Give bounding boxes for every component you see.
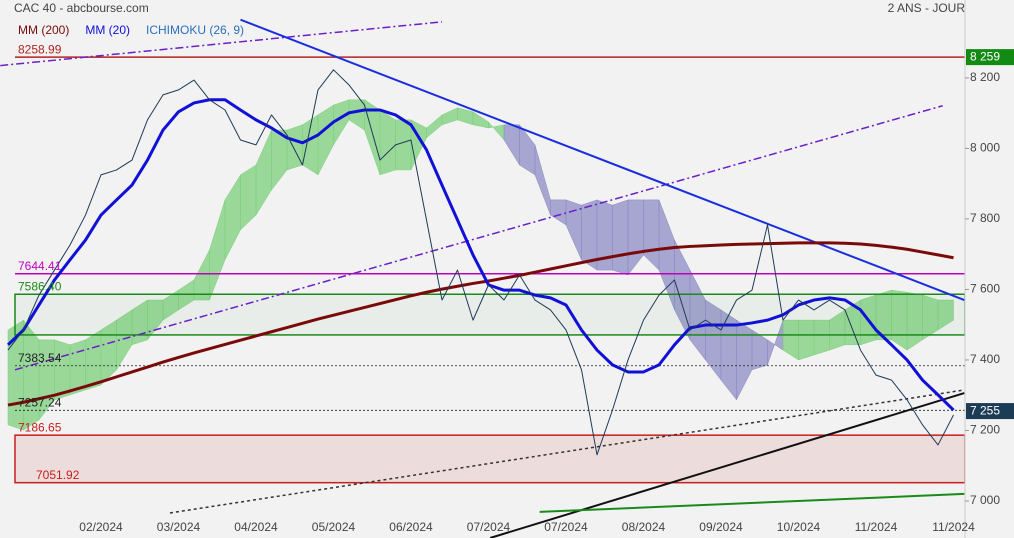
level-label: 7051.92 [36, 468, 80, 482]
y-tick-label: 7 800 [970, 211, 1000, 225]
level-label: 7186.65 [18, 420, 62, 434]
x-tick-label: 05/2024 [312, 520, 356, 534]
x-tick-label: 10/2024 [777, 520, 821, 534]
trendline [489, 392, 965, 538]
price-line [7, 69, 954, 456]
price-badge [966, 49, 1014, 66]
ichimoku-cloud [85, 329, 102, 391]
ichimoku-cloud [612, 199, 629, 276]
price-badge [966, 403, 1014, 420]
moving-average [6, 98, 955, 412]
price-badge-label: 8 259 [970, 49, 1000, 63]
x-tick-label: 07/2024 [467, 520, 511, 534]
trendline [240, 18, 965, 301]
chart-title: CAC 40 - abcbourse.com [14, 1, 149, 15]
x-tick-label: 03/2024 [157, 520, 201, 534]
y-tick-label: 7 600 [970, 282, 1000, 296]
y-tick-label: 8 000 [970, 141, 1000, 155]
ichimoku-cloud [395, 119, 412, 171]
level-label: 7257.24 [18, 395, 62, 409]
level-label: 7586.40 [18, 279, 62, 293]
x-tick-label: 04/2024 [234, 520, 278, 534]
ichimoku-cloud [379, 109, 396, 176]
trendline [0, 21, 443, 67]
x-tick-label: 11/2024 [855, 520, 898, 534]
y-tick-label: 8 200 [970, 70, 1000, 84]
x-tick-label: 06/2024 [389, 520, 433, 534]
ichimoku-cloud [286, 124, 303, 171]
y-tick-label: 7 000 [970, 493, 1000, 507]
x-tick-label: 08/2024 [622, 520, 666, 534]
plot-area [0, 18, 965, 538]
level-label: 7644.41 [18, 259, 62, 273]
ichimoku-cloud [302, 114, 319, 176]
y-tick-label: 7 200 [970, 423, 1000, 437]
ichimoku-cloud [23, 319, 40, 431]
moving-average [7, 241, 954, 407]
trendline [169, 389, 965, 514]
legend-entry: ICHIMOKU (26, 9) [146, 23, 244, 37]
ichimoku-cloud [937, 299, 954, 331]
level-label: 7383.54 [18, 351, 62, 365]
zone [14, 434, 965, 484]
x-tick-label: 11/2024 [932, 520, 975, 534]
trendline [14, 105, 943, 371]
level-label: 8258.99 [18, 42, 62, 56]
x-tick-label: 07/2024 [544, 520, 588, 534]
legend-entry: MM (200) [18, 23, 69, 37]
x-tick-label: 02/2024 [79, 520, 123, 534]
trendline [539, 492, 965, 513]
x-tick-label: 09/2024 [699, 520, 743, 534]
legend-entry: MM (20) [85, 23, 130, 37]
price-badge-label: 7 255 [970, 403, 1000, 417]
y-tick-label: 7 400 [970, 352, 1000, 366]
chart-subtitle: 2 ANS - JOUR [888, 1, 966, 15]
